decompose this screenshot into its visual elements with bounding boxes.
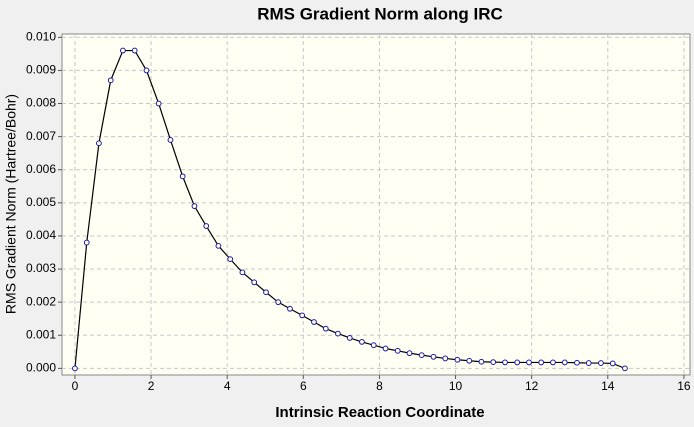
- y-axis-label: RMS Gradient Norm (Hartree/Bohr): [3, 94, 19, 314]
- x-axis-label: Intrinsic Reaction Coordinate: [275, 404, 484, 421]
- data-point: [561, 359, 568, 366]
- data-point: [131, 47, 138, 54]
- data-point: [538, 359, 545, 366]
- x-tick-label: 2: [148, 379, 155, 393]
- data-point: [526, 359, 532, 366]
- data-point: [191, 203, 198, 210]
- y-tick-label: 0.004: [26, 228, 56, 242]
- data-point: [394, 347, 401, 354]
- data-point: [466, 357, 473, 364]
- data-point: [203, 223, 210, 229]
- data-point: [287, 305, 293, 312]
- data-point: [72, 365, 78, 372]
- data-point: [418, 352, 425, 359]
- data-point: [239, 269, 246, 276]
- data-point: [359, 338, 365, 345]
- data-point: [430, 353, 437, 360]
- data-point: [514, 359, 521, 366]
- y-tick-label: 0.010: [26, 29, 56, 43]
- data-point: [478, 358, 485, 365]
- data-point: [335, 330, 341, 337]
- data-point: [275, 299, 282, 306]
- data-point: [382, 345, 389, 352]
- x-tick-label: 6: [300, 379, 307, 393]
- data-point: [96, 140, 102, 147]
- data-point: [609, 360, 616, 367]
- y-tick-label: 0.003: [26, 261, 56, 275]
- x-tick-label: 14: [601, 379, 615, 393]
- y-tick-label: 0.000: [26, 361, 56, 375]
- plot-area: [61, 33, 691, 376]
- data-point: [263, 289, 269, 296]
- data-point: [107, 77, 114, 84]
- data-point: [179, 173, 186, 180]
- x-tick-label: 0: [72, 379, 79, 393]
- y-tick-label: 0.005: [26, 195, 56, 209]
- data-point: [490, 359, 497, 365]
- y-tick-label: 0.001: [26, 327, 56, 341]
- data-point: [299, 312, 306, 319]
- x-tick-label: 16: [677, 379, 691, 393]
- data-point: [502, 359, 508, 366]
- data-point: [574, 359, 580, 366]
- x-tick-label: 8: [376, 379, 383, 393]
- y-tick-label: 0.009: [26, 63, 56, 77]
- data-point: [585, 360, 592, 366]
- data-point: [370, 342, 377, 349]
- data-point: [346, 335, 353, 341]
- data-point: [215, 242, 222, 249]
- y-tick-label: 0.008: [26, 96, 56, 110]
- data-point: [406, 350, 413, 357]
- data-point: [251, 279, 258, 286]
- data-point: [622, 365, 628, 372]
- x-tick-label: 4: [224, 379, 231, 393]
- data-point: [83, 239, 90, 246]
- data-point: [119, 47, 126, 54]
- y-tick-label: 0.007: [26, 129, 56, 143]
- data-point: [227, 256, 234, 263]
- data-point: [155, 100, 162, 107]
- data-point: [454, 356, 461, 363]
- data-point: [311, 319, 317, 325]
- chart-title: RMS Gradient Norm along IRC: [257, 4, 503, 23]
- data-point: [143, 67, 150, 74]
- data-point: [550, 359, 556, 366]
- data-point: [322, 325, 329, 332]
- x-tick-label: 10: [449, 379, 463, 393]
- y-tick-label: 0.006: [26, 162, 56, 176]
- x-tick-label: 12: [525, 379, 539, 393]
- data-point: [598, 360, 604, 366]
- data-point: [167, 137, 174, 143]
- data-point: [442, 355, 449, 362]
- y-tick-label: 0.002: [26, 294, 56, 308]
